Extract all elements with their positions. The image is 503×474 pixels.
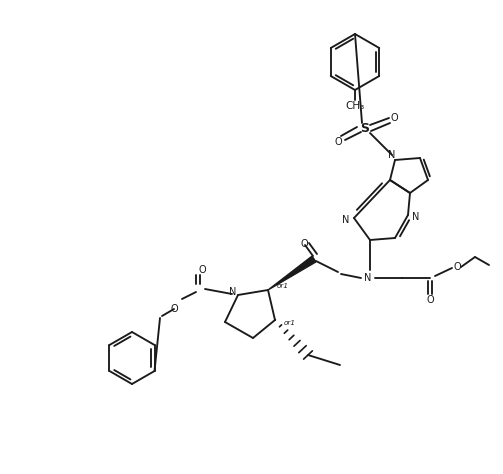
- Text: or1: or1: [277, 283, 289, 289]
- Text: N: N: [343, 215, 350, 225]
- Text: S: S: [361, 121, 370, 135]
- Text: O: O: [453, 262, 461, 272]
- Text: N: N: [364, 273, 372, 283]
- Text: O: O: [334, 137, 342, 147]
- Text: O: O: [390, 113, 398, 123]
- Text: N: N: [388, 150, 396, 160]
- Text: O: O: [300, 239, 308, 249]
- Text: N: N: [229, 287, 237, 297]
- Text: or1: or1: [284, 320, 296, 326]
- Polygon shape: [268, 256, 316, 290]
- Text: O: O: [170, 304, 178, 314]
- Text: O: O: [198, 265, 206, 275]
- Text: O: O: [426, 295, 434, 305]
- Text: CH₃: CH₃: [346, 101, 365, 111]
- Text: N: N: [412, 212, 420, 222]
